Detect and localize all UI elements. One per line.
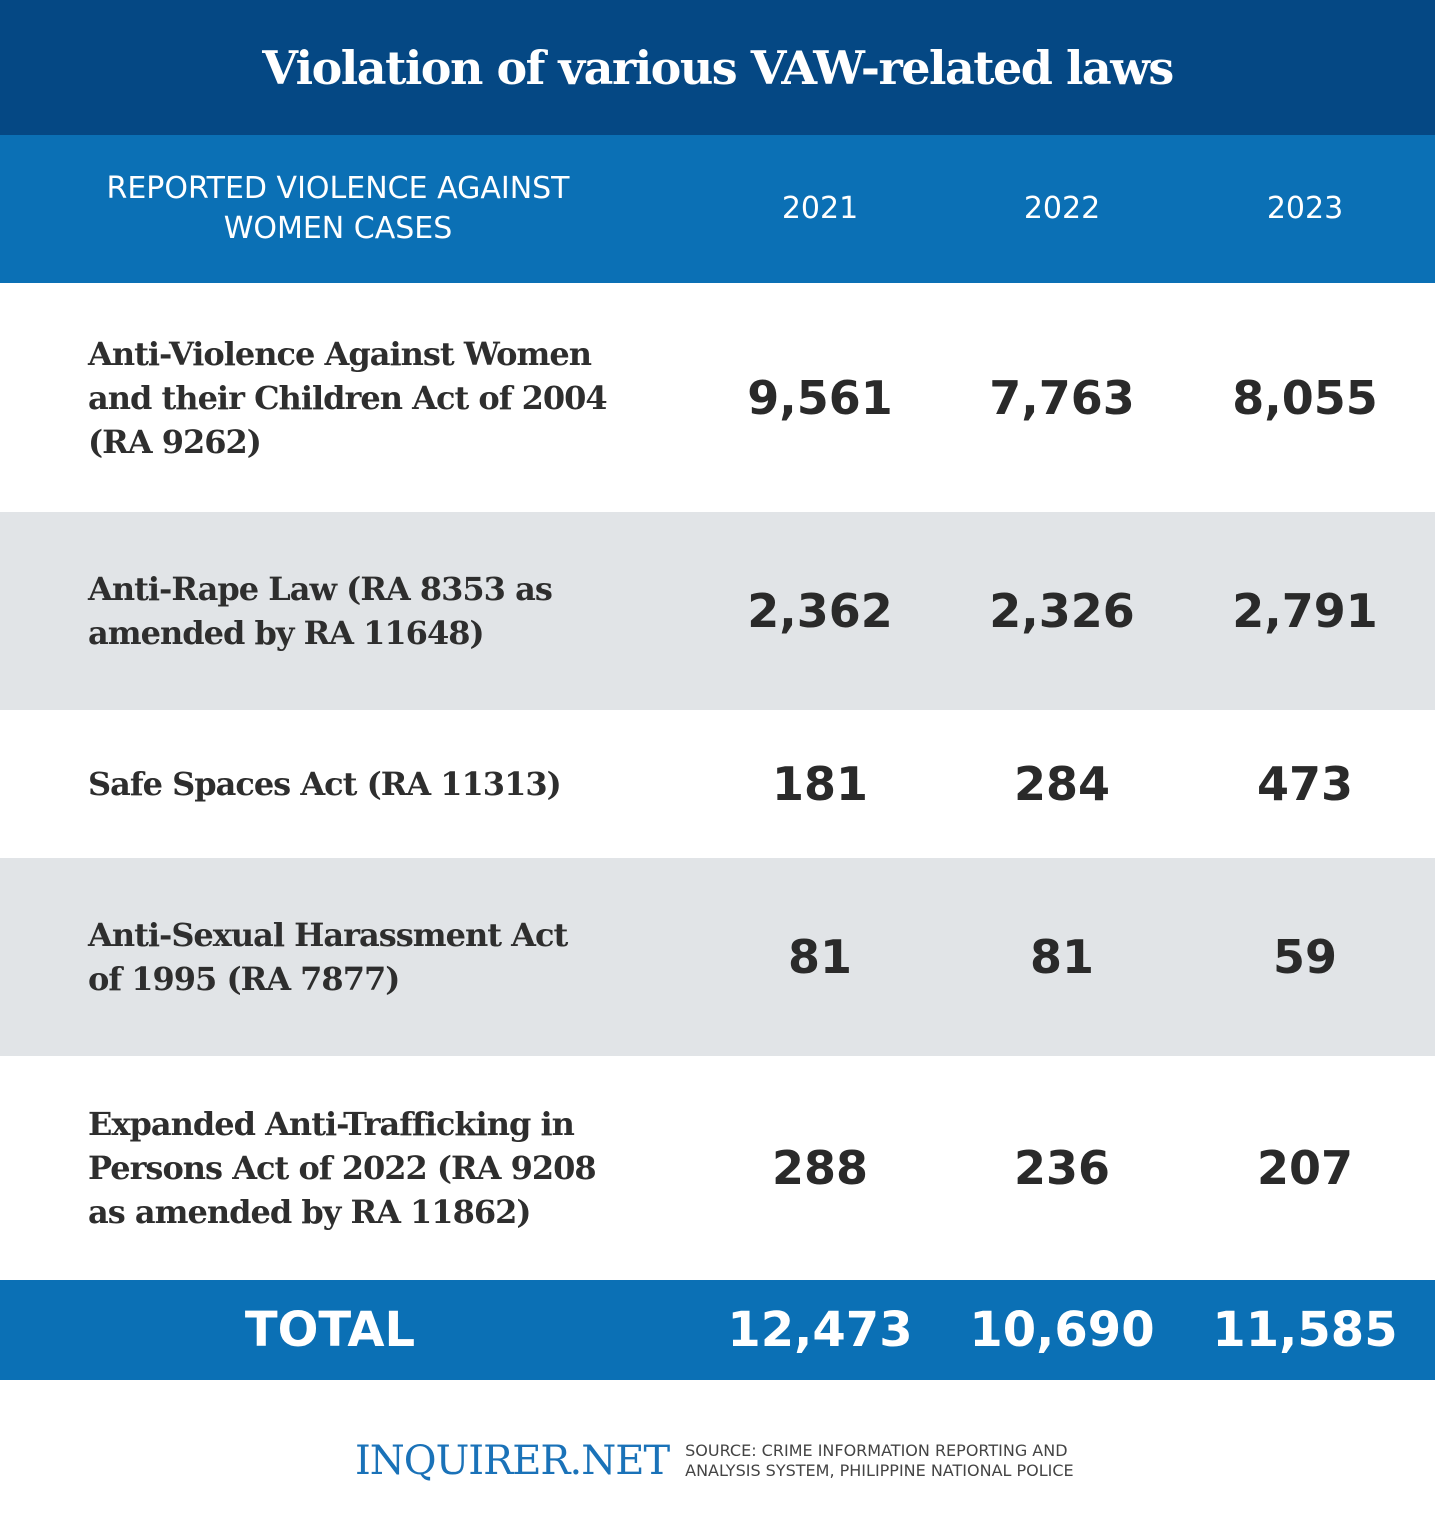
source-note: SOURCE: CRIME INFORMATION REPORTING AND … — [685, 1441, 1074, 1481]
footer: INQUIRER.NET SOURCE: CRIME INFORMATION R… — [355, 1438, 1074, 1484]
value-2022: 2,326 — [989, 584, 1135, 638]
value-2022: 81 — [1029, 930, 1094, 984]
value-2023: 207 — [1256, 1141, 1354, 1195]
source-line-1: SOURCE: CRIME INFORMATION REPORTING AND — [685, 1441, 1068, 1460]
value-2021: 9,561 — [747, 370, 893, 425]
value-2023: 2,791 — [1232, 584, 1378, 638]
value-2021: 81 — [787, 930, 852, 984]
header-2022: 2022 — [1023, 191, 1101, 226]
title-band: Violation of various VAW-related laws — [0, 0, 1435, 135]
value-2021: 181 — [771, 757, 869, 811]
value-2021: 2,362 — [747, 584, 893, 638]
law-label: Anti-Violence Against Women and their Ch… — [88, 334, 608, 461]
header-category: REPORTED VIOLENCE AGAINST WOMEN CASES — [106, 171, 570, 246]
value-2021: 288 — [771, 1141, 869, 1195]
page-title: Violation of various VAW-related laws — [262, 40, 1174, 95]
header-2021: 2021 — [781, 191, 859, 226]
table-row: Anti-Violence Against Women and their Ch… — [0, 283, 1435, 512]
table-row: Expanded Anti-Trafficking in Persons Act… — [0, 1056, 1435, 1280]
total-2023: 11,585 — [1212, 1302, 1398, 1358]
total-2022: 10,690 — [969, 1302, 1155, 1358]
table-header: REPORTED VIOLENCE AGAINST WOMEN CASES 20… — [0, 135, 1435, 283]
table-row: Anti-Rape Law (RA 8353 as amended by RA … — [0, 512, 1435, 710]
value-2023: 473 — [1256, 757, 1354, 811]
source-line-2: ANALYSIS SYSTEM, PHILIPPINE NATIONAL POL… — [685, 1461, 1074, 1480]
inquirer-logo: INQUIRER.NET — [355, 1438, 670, 1484]
total-row: TOTAL 12,473 10,690 11,585 — [0, 1280, 1435, 1380]
law-label: Anti-Rape Law (RA 8353 as amended by RA … — [88, 570, 553, 652]
value-2022: 236 — [1013, 1141, 1111, 1195]
value-2022: 284 — [1013, 757, 1111, 811]
law-label: Anti-Sexual Harassment Act of 1995 (RA 7… — [88, 916, 568, 998]
total-label: TOTAL — [244, 1302, 416, 1358]
header-2023: 2023 — [1266, 191, 1344, 226]
table-row: Safe Spaces Act (RA 11313) 181 284 473 — [0, 710, 1435, 858]
value-2022: 7,763 — [989, 370, 1135, 425]
table-row: Anti-Sexual Harassment Act of 1995 (RA 7… — [0, 858, 1435, 1056]
value-2023: 59 — [1272, 930, 1337, 984]
total-2021: 12,473 — [727, 1302, 913, 1358]
law-label: Expanded Anti-Trafficking in Persons Act… — [88, 1105, 597, 1231]
value-2023: 8,055 — [1232, 370, 1378, 425]
law-label: Safe Spaces Act (RA 11313) — [88, 765, 562, 803]
